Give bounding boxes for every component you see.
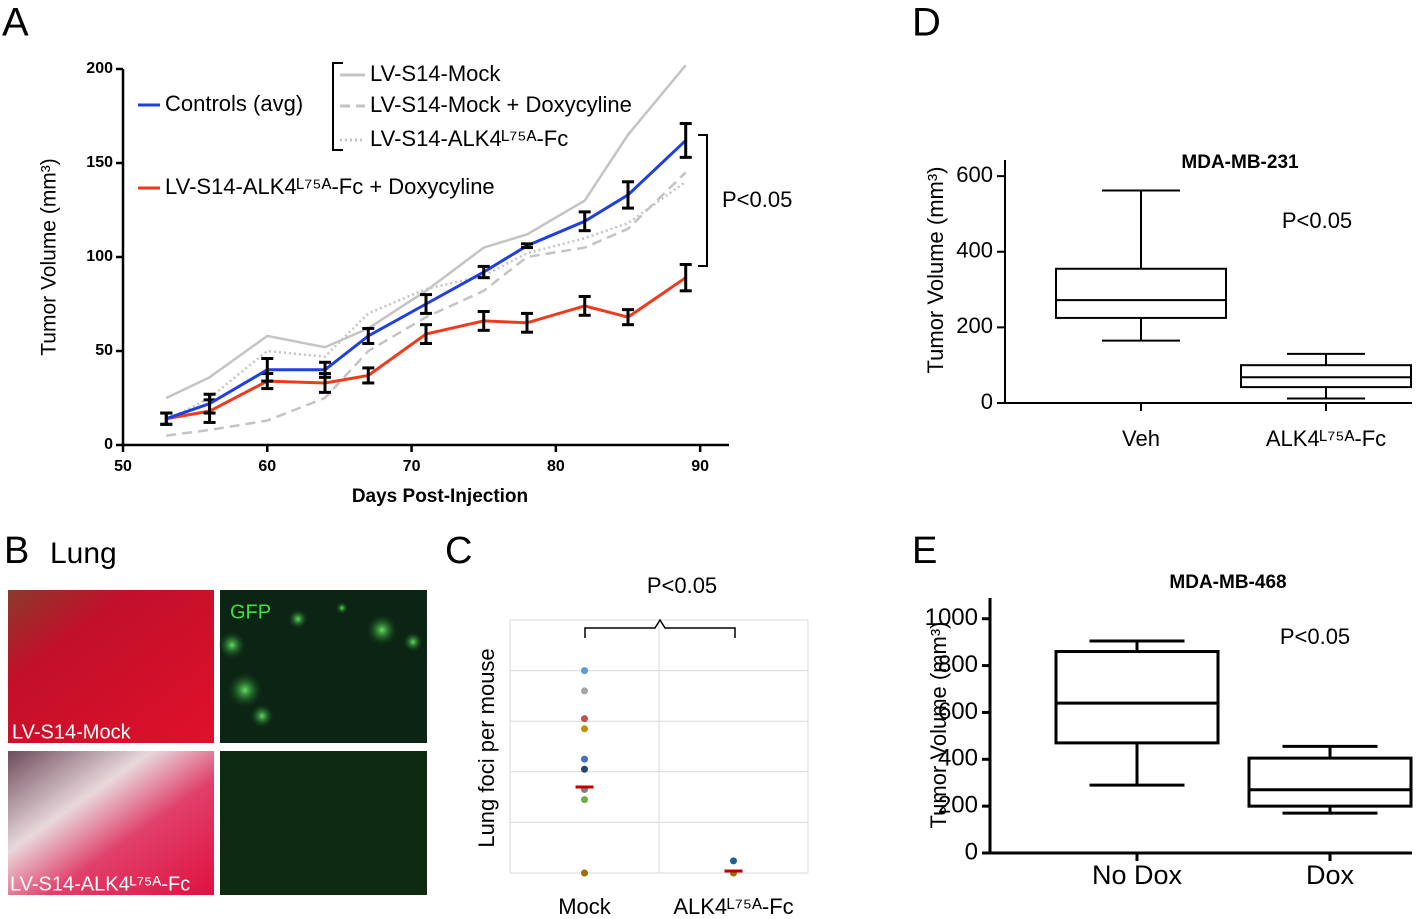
panel-letter: E xyxy=(912,530,937,572)
y-tick-label: 100 xyxy=(86,248,113,265)
annotation: P<0.05 xyxy=(722,187,792,212)
y-tick-label: 600 xyxy=(938,698,978,725)
sig-bracket xyxy=(698,134,708,267)
x-tick-label: Dox xyxy=(1306,860,1355,890)
x-tick-label: Mock xyxy=(558,894,612,919)
box xyxy=(1054,650,1220,745)
y-tick-label: 800 xyxy=(938,651,978,678)
y-axis-label: Lung foci per mouse xyxy=(474,648,499,847)
legend-label: LV-S14-Mock xyxy=(370,61,501,86)
y-tick-label: 200 xyxy=(938,791,978,818)
annotation: P<0.05 xyxy=(647,573,717,598)
y-tick-label: 1000 xyxy=(925,604,978,631)
x-tick-label: 90 xyxy=(691,458,709,475)
panel-letter: B xyxy=(4,530,29,572)
legend-label: Controls (avg) xyxy=(165,91,303,116)
x-tick-label: Veh xyxy=(1122,426,1160,451)
data-point xyxy=(730,857,737,865)
data-point xyxy=(581,765,588,773)
y-tick-label: 50 xyxy=(95,342,113,359)
gfp-foci xyxy=(218,602,423,728)
y-axis-label: Tumor Volume (mm³) xyxy=(923,167,948,374)
data-point xyxy=(581,715,588,723)
y-tick-label: 0 xyxy=(104,436,113,453)
annotation: P<0.05 xyxy=(1280,624,1350,649)
data-point xyxy=(581,869,588,877)
channel-label: GFP xyxy=(230,601,271,623)
box xyxy=(1240,364,1412,389)
legend-label: LV-S14-Mock + Doxycyline xyxy=(370,92,632,117)
chart-title: MDA-MB-468 xyxy=(1169,572,1286,593)
row-label: LV-S14-ALK4ᴸ⁷⁵ᴬ-Fc xyxy=(10,873,190,895)
x-tick-label: 50 xyxy=(114,458,132,475)
panel-letter: C xyxy=(445,530,472,572)
panel-title: Lung xyxy=(50,537,117,570)
gfp-photo xyxy=(220,751,427,895)
legend-label: LV-S14-ALK4ᴸ⁷⁵ᴬ-Fc xyxy=(370,126,568,151)
data-point xyxy=(581,687,588,695)
series-line xyxy=(165,180,687,422)
box xyxy=(1055,267,1227,319)
box xyxy=(1247,756,1413,808)
series-line xyxy=(165,64,687,400)
data-point xyxy=(581,796,588,804)
x-tick-label: 80 xyxy=(547,458,565,475)
y-tick-label: 200 xyxy=(956,313,993,338)
legend-label: LV-S14-ALK4ᴸ⁷⁵ᴬ-Fc + Doxycyline xyxy=(165,174,495,199)
y-axis-label: Tumor Volume (mm³) xyxy=(38,158,61,356)
y-tick-label: 400 xyxy=(938,745,978,772)
y-tick-label: 600 xyxy=(956,162,993,187)
data-point xyxy=(581,725,588,733)
lung-photo xyxy=(8,590,214,743)
row-label: LV-S14-Mock xyxy=(12,721,132,743)
y-tick-label: 0 xyxy=(965,838,978,865)
series-line xyxy=(166,171,687,437)
data-point xyxy=(581,755,588,763)
x-tick-label: No Dox xyxy=(1092,860,1183,890)
lung-photo xyxy=(8,751,214,895)
chart-title: MDA-MB-231 xyxy=(1181,152,1299,173)
legend-bracket xyxy=(332,62,343,151)
sig-bracket xyxy=(584,618,736,638)
panel-b: B Lung GFP LV-S14-Mock LV-S14-ALK4ᴸ⁷⁵ᴬ-F… xyxy=(4,530,427,895)
y-tick-label: 400 xyxy=(956,238,993,263)
x-tick-label: ALK4ᴸ⁷⁵ᴬ-Fc xyxy=(1266,426,1386,451)
y-tick-label: 0 xyxy=(981,389,993,414)
y-tick-label: 200 xyxy=(86,60,113,77)
annotation: P<0.05 xyxy=(1282,208,1352,233)
y-axis-label: Tumor Volume (mm³) xyxy=(926,622,951,829)
x-tick-label: 70 xyxy=(403,458,421,475)
panel-letter: A xyxy=(2,1,29,45)
x-tick-label: 60 xyxy=(258,458,276,475)
panel-letter: D xyxy=(912,1,941,45)
data-point xyxy=(581,667,588,675)
x-tick-label: ALK4ᴸ⁷⁵ᴬ-Fc xyxy=(673,894,793,919)
x-axis-label: Days Post-Injection xyxy=(352,486,528,507)
y-tick-label: 150 xyxy=(86,154,113,171)
